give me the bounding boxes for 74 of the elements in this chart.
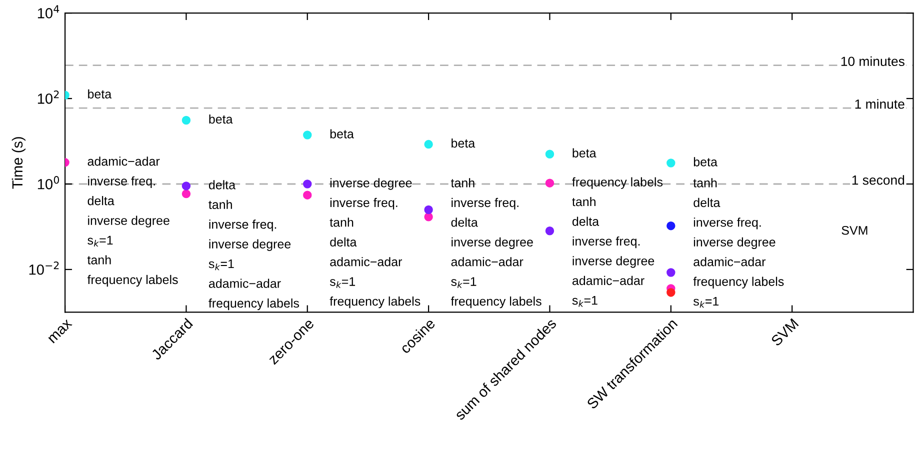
- y-tick-label: 10$^{0}$: [38, 176, 60, 190]
- annotation: adamic−adar: [208, 278, 281, 288]
- y-axis-title: Time (s): [12, 137, 26, 189]
- ref-line-label: 1 second: [852, 175, 904, 185]
- point: [424, 140, 433, 149]
- annotation: s$_{k}$=1: [208, 259, 234, 270]
- point: [303, 130, 312, 140]
- y-tick-label: 10$^{2}$: [38, 90, 59, 104]
- annotation: s$_{k}$=1: [451, 277, 476, 288]
- x-tick-label: max: [48, 319, 72, 344]
- point: [182, 189, 191, 198]
- annotation: inverse freq.: [452, 198, 518, 210]
- annotation: inverse degree: [330, 178, 412, 190]
- annotation: s$_{k}$=1: [693, 296, 719, 308]
- annotation: delta: [88, 196, 114, 206]
- annotation: beta: [88, 89, 112, 98]
- annotation: tanh: [330, 218, 354, 227]
- annotation: beta: [209, 114, 233, 124]
- annotation: delta: [208, 180, 236, 190]
- annotation: inverse freq.: [88, 176, 155, 188]
- point: [666, 221, 676, 230]
- annotation: frequency labels: [87, 274, 178, 287]
- point: [545, 150, 554, 158]
- annotation: delta: [572, 216, 600, 226]
- annotation: adamic−adar: [88, 156, 160, 166]
- annotation: frequency labels: [450, 296, 542, 308]
- point: [545, 226, 554, 236]
- annotation: inverse degree: [209, 239, 291, 251]
- annotation: tanh: [87, 255, 111, 264]
- annotation: frequency labels: [330, 296, 420, 308]
- annotation: delta: [330, 237, 357, 247]
- ref-line-label: 10 minutes: [841, 56, 904, 66]
- annotation: beta: [452, 138, 476, 148]
- annotation: frequency labels: [693, 276, 784, 288]
- annotation: beta: [330, 129, 354, 138]
- annotation: inverse degree: [694, 237, 776, 249]
- annotation: inverse degree: [452, 237, 533, 249]
- point: [182, 116, 191, 125]
- annotation: beta: [694, 157, 718, 166]
- point: [666, 268, 676, 277]
- point: [666, 288, 676, 297]
- point: [303, 190, 312, 200]
- annotation: inverse freq.: [572, 236, 640, 248]
- annotation: tanh: [208, 200, 232, 210]
- annotation: adamic−adar: [330, 257, 402, 266]
- annotation: frequency labels: [572, 177, 663, 189]
- y-tick-label: 10$^{−2}$: [29, 261, 59, 275]
- annotation: inverse degree: [572, 256, 654, 268]
- point: [303, 180, 312, 188]
- point: [545, 178, 554, 188]
- annotation: beta: [572, 148, 596, 158]
- annotation: delta: [694, 198, 720, 208]
- annotation: adamic−adar: [451, 257, 524, 266]
- annotation: adamic−adar: [694, 257, 766, 266]
- point: [424, 205, 433, 214]
- annotation: delta: [451, 218, 478, 227]
- point: [424, 212, 433, 222]
- annotation: adamic−adar: [572, 276, 644, 286]
- annotation: frequency labels: [208, 298, 300, 310]
- point: [182, 182, 191, 190]
- annotation: tanh: [572, 196, 596, 206]
- annotation: s$_{k}$=1: [572, 296, 598, 307]
- annotation: inverse freq.: [330, 198, 398, 210]
- annotation: s$_{k}$=1: [330, 277, 356, 288]
- annotation: inverse freq.: [694, 218, 761, 230]
- annotation: inverse freq.: [209, 220, 276, 232]
- y-tick-label: 10$^{4}$: [38, 5, 60, 18]
- annotation: SVM: [842, 226, 868, 235]
- annotation: s$_{k}$=1: [88, 236, 113, 247]
- annotation: tanh: [450, 178, 474, 188]
- point: [666, 158, 676, 168]
- annotation: tanh: [693, 178, 717, 188]
- ref-line-label: 1 minute: [855, 99, 904, 109]
- annotation: inverse degree: [88, 216, 170, 228]
